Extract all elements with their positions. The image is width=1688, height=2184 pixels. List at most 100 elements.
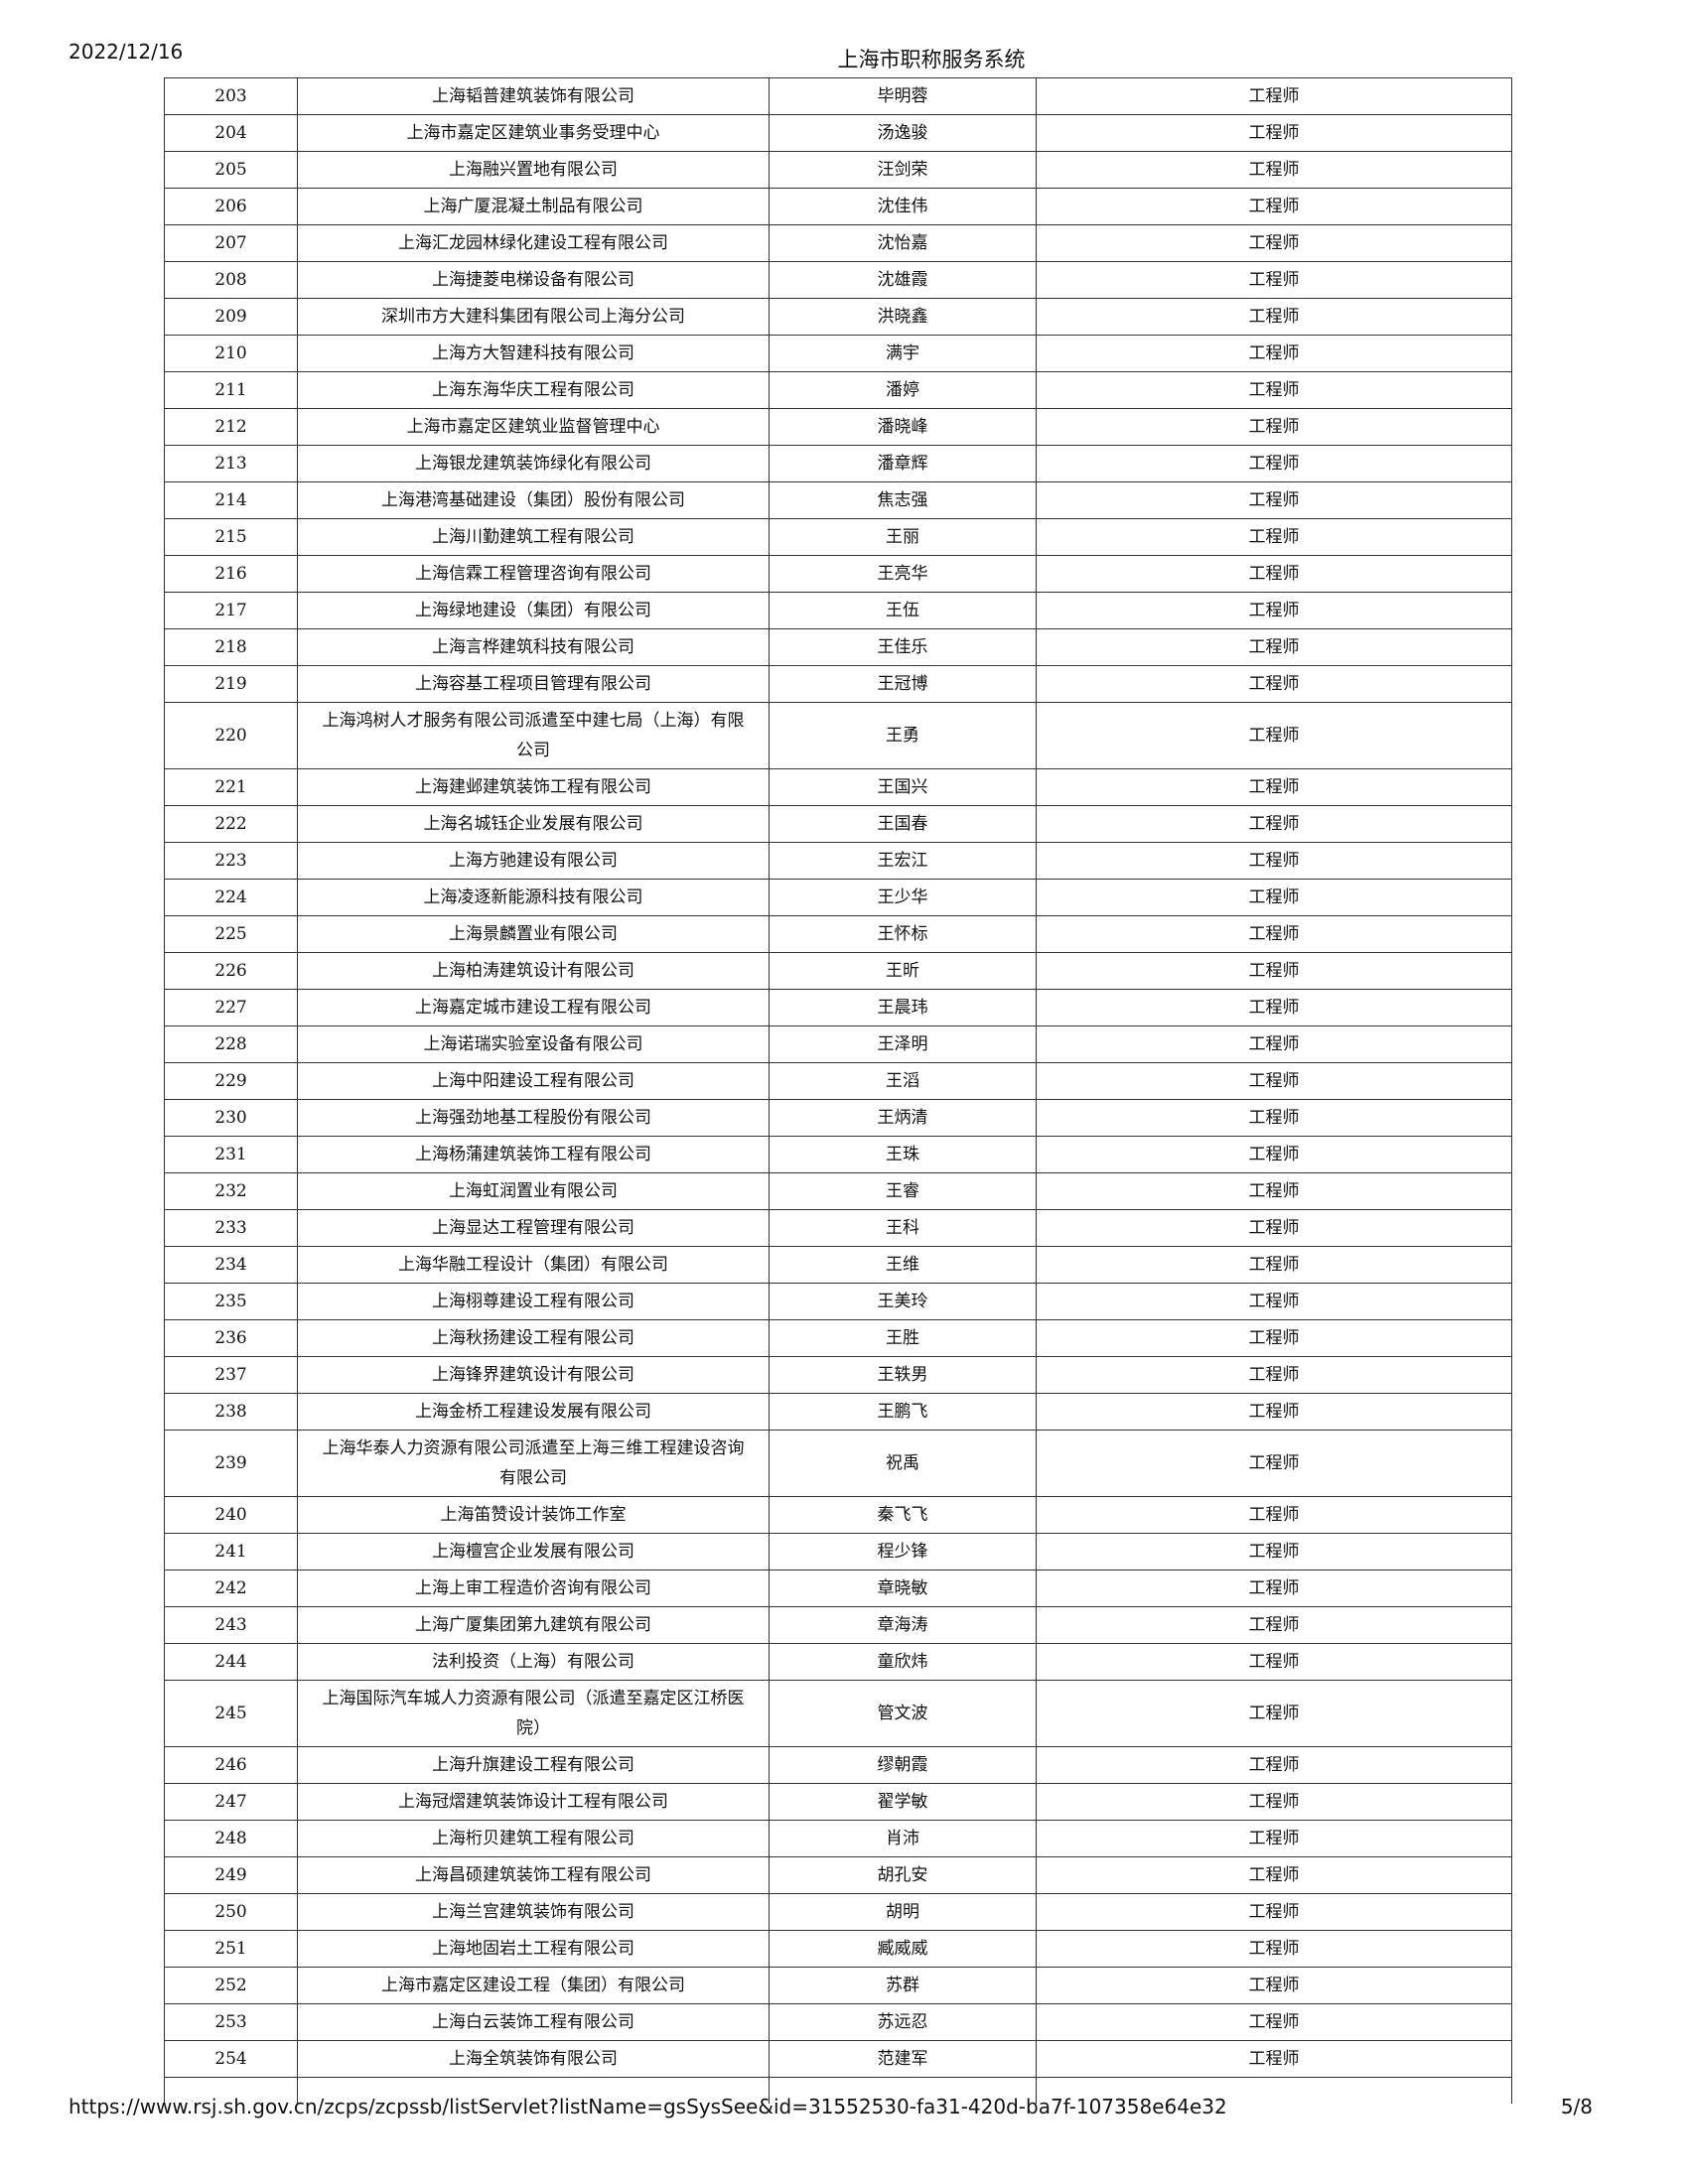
row-number: 211 [164,371,298,409]
title-level: 工程师 [1036,2040,1512,2078]
person-name: 胡孔安 [769,1856,1037,1894]
table-row: 236 上海秋扬建设工程有限公司 王胜 工程师 [164,1319,1512,1357]
person-name: 范建军 [769,2040,1037,2078]
title-level: 工程师 [1036,1025,1512,1063]
company-name: 上海景麟置业有限公司 [297,915,770,953]
company-name: 上海显达工程管理有限公司 [297,1209,770,1247]
row-number: 252 [164,1967,298,2004]
person-name: 王宏江 [769,842,1037,880]
table-row: 212 上海市嘉定区建筑业监督管理中心 潘晓峰 工程师 [164,408,1512,446]
company-name: 上海鸿树人才服务有限公司派遣至中建七局（上海）有限公司 [297,702,770,769]
title-level: 工程师 [1036,879,1512,916]
table-row: 206 上海广厦混凝土制品有限公司 沈佳伟 工程师 [164,188,1512,225]
title-level: 工程师 [1036,1496,1512,1534]
company-name: 上海锋界建筑设计有限公司 [297,1356,770,1394]
company-name: 上海升旗建设工程有限公司 [297,1746,770,1784]
person-name: 王伍 [769,592,1037,629]
company-name: 上海檀宫企业发展有限公司 [297,1533,770,1570]
title-level: 工程师 [1036,1783,1512,1821]
row-number: 233 [164,1209,298,1247]
row-number: 234 [164,1246,298,1284]
row-number: 215 [164,518,298,556]
person-name: 王少华 [769,879,1037,916]
row-number: 235 [164,1283,298,1320]
title-level: 工程师 [1036,665,1512,703]
title-level: 工程师 [1036,768,1512,806]
person-name: 王鹏飞 [769,1393,1037,1431]
person-name: 王胜 [769,1319,1037,1357]
row-number: 244 [164,1643,298,1681]
title-level: 工程师 [1036,1393,1512,1431]
company-name: 上海方大智建科技有限公司 [297,335,770,372]
company-name: 上海捷菱电梯设备有限公司 [297,261,770,299]
title-level: 工程师 [1036,592,1512,629]
row-number: 247 [164,1783,298,1821]
table-row: 245 上海国际汽车城人力资源有限公司（派遣至嘉定区江桥医院） 管文波 工程师 [164,1680,1512,1747]
title-level: 工程师 [1036,1283,1512,1320]
title-level: 工程师 [1036,1746,1512,1784]
table-row: 203 上海韬普建筑装饰有限公司 毕明蓉 工程师 [164,77,1512,115]
company-name: 上海绿地建设（集团）有限公司 [297,592,770,629]
person-name: 王炳清 [769,1099,1037,1137]
company-name: 上海银龙建筑装饰绿化有限公司 [297,445,770,482]
person-name: 洪晓鑫 [769,298,1037,336]
person-name: 祝禹 [769,1430,1037,1497]
table-row: 218 上海言桦建筑科技有限公司 王佳乐 工程师 [164,628,1512,666]
title-level: 工程师 [1036,1319,1512,1357]
company-name: 上海秋扬建设工程有限公司 [297,1319,770,1357]
person-name: 缪朝霞 [769,1746,1037,1784]
company-name: 上海栩尊建设工程有限公司 [297,1283,770,1320]
company-name: 上海东海华庆工程有限公司 [297,371,770,409]
company-name: 上海强劲地基工程股份有限公司 [297,1099,770,1137]
table-row: 240 上海笛赞设计装饰工作室 秦飞飞 工程师 [164,1496,1512,1534]
row-number: 245 [164,1680,298,1747]
company-name: 上海名城钰企业发展有限公司 [297,805,770,843]
person-name: 管文波 [769,1680,1037,1747]
title-level: 工程师 [1036,261,1512,299]
table-row: 229 上海中阳建设工程有限公司 王滔 工程师 [164,1062,1512,1100]
table-row: 238 上海金桥工程建设发展有限公司 王鹏飞 工程师 [164,1393,1512,1431]
page-number: 5/8 [1560,2095,1593,2118]
title-level: 工程师 [1036,151,1512,189]
table-row: 242 上海上审工程造价咨询有限公司 章晓敏 工程师 [164,1570,1512,1607]
title-level: 工程师 [1036,408,1512,446]
title-level: 工程师 [1036,114,1512,152]
company-name: 上海市嘉定区建设工程（集团）有限公司 [297,1967,770,2004]
table-row: 211 上海东海华庆工程有限公司 潘婷 工程师 [164,371,1512,409]
row-number: 207 [164,224,298,262]
person-name: 王珠 [769,1136,1037,1173]
company-name: 深圳市方大建科集团有限公司上海分公司 [297,298,770,336]
table-row: 214 上海港湾基础建设（集团）股份有限公司 焦志强 工程师 [164,481,1512,519]
row-number: 250 [164,1893,298,1931]
table-row: 251 上海地固岩土工程有限公司 臧威威 工程师 [164,1930,1512,1968]
company-name: 上海冠熠建筑装饰设计工程有限公司 [297,1783,770,1821]
title-level: 工程师 [1036,1062,1512,1100]
company-name: 上海川勤建筑工程有限公司 [297,518,770,556]
person-name: 沈怡嘉 [769,224,1037,262]
person-name: 王科 [769,1209,1037,1247]
company-name: 上海汇龙园林绿化建设工程有限公司 [297,224,770,262]
row-number: 209 [164,298,298,336]
table-row: 244 法利投资（上海）有限公司 童欣炜 工程师 [164,1643,1512,1681]
company-name: 上海华泰人力资源有限公司派遣至上海三维工程建设咨询有限公司 [297,1430,770,1497]
title-level: 工程师 [1036,188,1512,225]
row-number: 212 [164,408,298,446]
person-name: 汪剑荣 [769,151,1037,189]
row-number: 225 [164,915,298,953]
company-name: 上海诺瑞实验室设备有限公司 [297,1025,770,1063]
title-level: 工程师 [1036,1893,1512,1931]
title-level: 工程师 [1036,915,1512,953]
title-level: 工程师 [1036,335,1512,372]
company-name: 上海港湾基础建设（集团）股份有限公司 [297,481,770,519]
row-number: 238 [164,1393,298,1431]
table-row: 247 上海冠熠建筑装饰设计工程有限公司 翟学敏 工程师 [164,1783,1512,1821]
row-number: 210 [164,335,298,372]
title-level: 工程师 [1036,298,1512,336]
table-row: 215 上海川勤建筑工程有限公司 王丽 工程师 [164,518,1512,556]
person-name: 王佳乐 [769,628,1037,666]
person-name: 翟学敏 [769,1783,1037,1821]
row-number: 254 [164,2040,298,2078]
empty-cell [164,2077,298,2104]
title-level: 工程师 [1036,1967,1512,2004]
table-row: 254 上海全筑装饰有限公司 范建军 工程师 [164,2040,1512,2078]
